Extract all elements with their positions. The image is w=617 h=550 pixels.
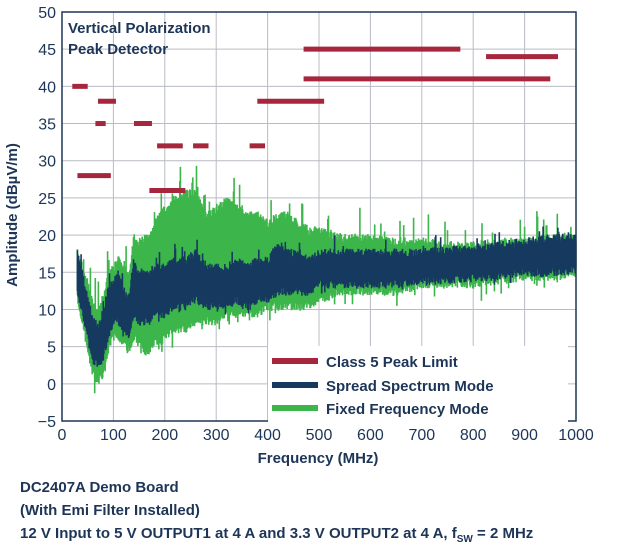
caption-line-3-suffix: = 2 MHz [472,525,534,542]
x-tick-label: 200 [151,427,178,444]
legend-label-spread: Spread Spectrum Mode [326,378,494,395]
caption-line-3: 12 V Input to 5 V OUTPUT1 at 4 A and 3.3… [20,525,533,545]
annotation-line-1: Vertical Polarization [68,20,211,37]
y-tick-label: 5 [47,340,56,357]
x-tick-label: 600 [357,427,384,444]
x-axis-title: Frequency (MHz) [258,450,379,467]
spread-spectrum-series [76,226,577,367]
x-tick-label: 500 [306,427,333,444]
caption-line-2: (With Emi Filter Installed) [20,502,200,519]
x-tick-label: 700 [408,427,435,444]
y-tick-label: 20 [38,228,56,245]
x-tick-label: 300 [203,427,230,444]
caption-line-3-subscript: SW [456,534,473,545]
legend-label-limit: Class 5 Peak Limit [326,354,458,371]
legend-label-fixed: Fixed Frequency Mode [326,401,489,418]
y-axis-title: Amplitude (dBµV/m) [4,143,21,287]
x-tick-labels: 0 100 200 300 400 500 600 700 800 900 1000 [58,427,594,444]
y-tick-label: 10 [38,302,56,319]
y-tick-label: 0 [47,377,56,394]
y-tick-labels: −5 0 5 10 15 20 25 30 35 40 45 50 [38,5,56,431]
x-tick-label: 400 [254,427,281,444]
spread-spectrum-band [76,226,577,367]
x-tick-label: 900 [511,427,538,444]
y-tick-label: −5 [38,414,56,431]
y-tick-label: 15 [38,265,56,282]
y-tick-label: 35 [38,117,56,134]
y-tick-label: 25 [38,191,56,208]
caption-line-1: DC2407A Demo Board [20,479,179,496]
y-tick-label: 40 [38,79,56,96]
peak-limit-series [72,46,559,193]
legend: Class 5 Peak Limit Spread Spectrum Mode … [268,346,568,422]
y-tick-label: 50 [38,5,56,22]
y-tick-label: 30 [38,154,56,171]
y-tick-label: 45 [38,42,56,59]
x-tick-label: 1000 [558,427,594,444]
x-tick-label: 0 [58,427,67,444]
caption-line-3-prefix: 12 V Input to 5 V OUTPUT1 at 4 A and 3.3… [20,525,457,542]
x-tick-label: 100 [100,427,127,444]
x-tick-label: 800 [460,427,487,444]
annotation-line-2: Peak Detector [68,41,168,58]
